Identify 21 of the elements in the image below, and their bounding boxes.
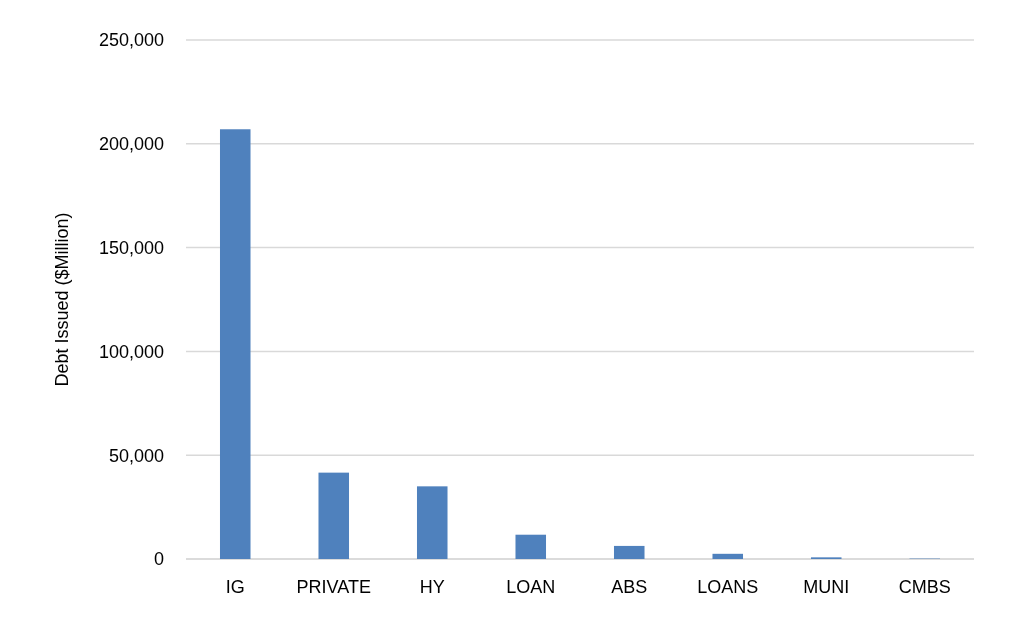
bar [318, 472, 350, 559]
y-tick-label: 100,000 [98, 341, 164, 362]
x-tick-label: ABS [611, 577, 648, 597]
x-tick-label: LOAN [506, 577, 556, 597]
x-tick-label: CMBS [898, 577, 951, 597]
x-tick-label: PRIVATE [296, 577, 371, 597]
y-axis-title: Debt Issued ($Million) [52, 212, 72, 387]
bar [712, 553, 744, 559]
y-tick-label: 50,000 [108, 445, 164, 466]
y-tick-label: 150,000 [98, 237, 164, 258]
y-tick-label: 250,000 [98, 30, 164, 51]
bar [613, 545, 645, 559]
bar [416, 486, 448, 559]
bar [515, 534, 547, 559]
y-tick-label: 200,000 [98, 134, 164, 155]
x-tick-label: IG [225, 577, 245, 597]
bar [219, 129, 251, 559]
y-tick-label: 0 [153, 549, 164, 570]
x-tick-label: MUNI [803, 577, 850, 597]
x-tick-label: HY [419, 577, 445, 597]
x-tick-label: LOANS [697, 577, 759, 597]
